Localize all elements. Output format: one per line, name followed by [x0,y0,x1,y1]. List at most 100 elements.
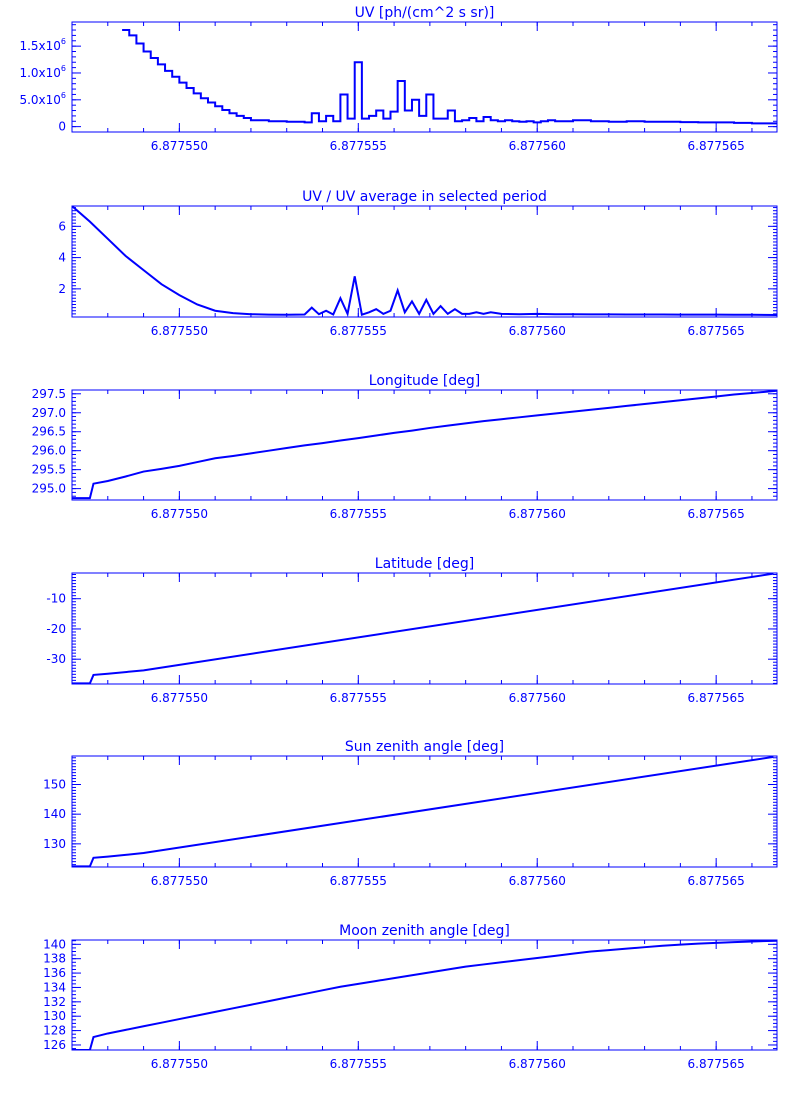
series-line [72,390,777,500]
x-tick-label: 6.877560 [509,691,566,705]
y-tick-label-text: 140 [43,807,66,821]
x-tick-label: 6.877555 [330,691,387,705]
y-tick-label: 2 [58,282,66,296]
y-tick-label-text: 134 [43,980,66,994]
y-tick-label-text: 136 [43,966,66,980]
y-tick-label-text: 2 [58,282,66,296]
y-tick-label: 140 [43,937,66,951]
x-tick-label: 6.877565 [688,139,745,153]
panel-4: Latitude [deg] 6.877550 6.877555 6.877560 6.… [46,556,778,705]
y-tick-label-text: 296.5 [32,425,66,439]
x-tick-label: 6.877565 [688,874,745,888]
panel-6: Moon zenith angle [deg] 6.877550 6.877555 6… [43,923,778,1071]
y-tick-label-text: 128 [43,1024,66,1038]
y-tick-label: 0 [58,120,66,134]
plot-frame [71,939,778,1051]
y-tick-label: 132 [43,995,66,1009]
plot-title: UV / UV average in selected period [302,189,547,205]
x-tick-label: 6.877560 [509,324,566,338]
y-tick-label: 136 [43,966,66,980]
y-tick-label: 5.0x106 [19,91,66,107]
y-tick-label-text: -20 [46,622,66,636]
y-tick-label: 138 [43,952,66,966]
y-tick-label: 4 [58,251,66,265]
plot-title: Sun zenith angle [deg] [345,739,504,755]
y-tick-label-text: 0 [58,120,66,134]
y-tick-label-text: 296.0 [32,444,66,458]
plot-title: Latitude [deg] [375,556,474,572]
y-tick-label-text: 6 [58,219,66,233]
x-tick-label: 6.877560 [509,1057,566,1071]
plot-frame [71,205,778,318]
x-tick-label: 6.877565 [688,507,745,521]
x-tick-label: 6.877560 [509,874,566,888]
y-tick-label-text: 297.5 [32,387,66,401]
x-tick-label: 6.877550 [151,1057,208,1071]
y-tick-label-exponent: 6 [61,91,66,100]
y-tick-label-text: 140 [43,937,66,951]
y-tick-label-text: 126 [43,1038,66,1052]
series-line [72,756,774,867]
plot-title: Longitude [deg] [369,373,480,389]
y-tick-label-text: 150 [43,777,66,791]
y-tick-label: -10 [46,592,66,606]
y-tick-label-text: 4 [58,251,66,265]
series-line [72,573,774,684]
y-tick-label-text: 297.0 [32,406,66,420]
x-tick-label: 6.877555 [330,139,387,153]
x-tick-label: 6.877550 [151,507,208,521]
x-tick-label: 6.877550 [151,324,208,338]
plot-frame [71,389,778,501]
x-tick-label: 6.877565 [688,1057,745,1071]
y-tick-label: 296.5 [32,425,66,439]
y-tick-label-text: 295.5 [32,463,66,477]
y-tick-label: 6 [58,219,66,233]
y-tick-label-text: -10 [46,592,66,606]
x-tick-label: 6.877555 [330,874,387,888]
y-tick-label: 297.5 [32,387,66,401]
x-tick-label: 6.877560 [509,139,566,153]
panel-1: UV [ph/(cm^2 s sr)] 6.877550 6.877555 6.877… [19,5,778,153]
y-tick-label-text: 130 [43,837,66,851]
series-line [122,29,777,125]
series-line [72,940,777,1050]
x-tick-label: 6.877550 [151,139,208,153]
plot-title: UV [ph/(cm^2 s sr)] [355,5,495,21]
y-tick-label: 130 [43,837,66,851]
y-tick-label: 150 [43,777,66,791]
x-tick-label: 6.877555 [330,507,387,521]
x-tick-label: 6.877565 [688,324,745,338]
y-tick-label: 297.0 [32,406,66,420]
y-tick-label: 134 [43,980,66,994]
y-tick-label: 130 [43,1009,66,1023]
y-tick-label-text: 1.0x10 [19,66,60,80]
x-tick-label: 6.877565 [688,691,745,705]
series-line [72,206,777,317]
y-tick-label: 1.0x106 [19,64,66,80]
panel-5: Sun zenith angle [deg] 6.877550 6.877555 6.… [43,739,778,888]
y-tick-label-exponent: 6 [61,37,66,46]
y-tick-label: 126 [43,1038,66,1052]
y-tick-label-text: 130 [43,1009,66,1023]
x-tick-label: 6.877550 [151,874,208,888]
plot-frame [71,21,778,133]
plot-title: Moon zenith angle [deg] [339,923,510,939]
y-tick-label-text: 1.5x10 [19,39,60,53]
x-tick-label: 6.877555 [330,324,387,338]
y-tick-label-text: 295.0 [32,482,66,496]
y-tick-label: 295.5 [32,463,66,477]
y-tick-label: 128 [43,1024,66,1038]
y-tick-label: 296.0 [32,444,66,458]
y-tick-label: 140 [43,807,66,821]
y-tick-label: 1.5x106 [19,37,66,53]
y-tick-label: -30 [46,652,66,666]
y-tick-label-text: -30 [46,652,66,666]
x-tick-label: 6.877555 [330,1057,387,1071]
y-tick-label: -20 [46,622,66,636]
y-tick-label-text: 138 [43,952,66,966]
y-tick-label-text: 5.0x10 [19,93,60,107]
panel-3: Longitude [deg] 6.877550 6.877555 6.877560 6… [32,373,778,521]
y-tick-label-exponent: 6 [61,64,66,73]
